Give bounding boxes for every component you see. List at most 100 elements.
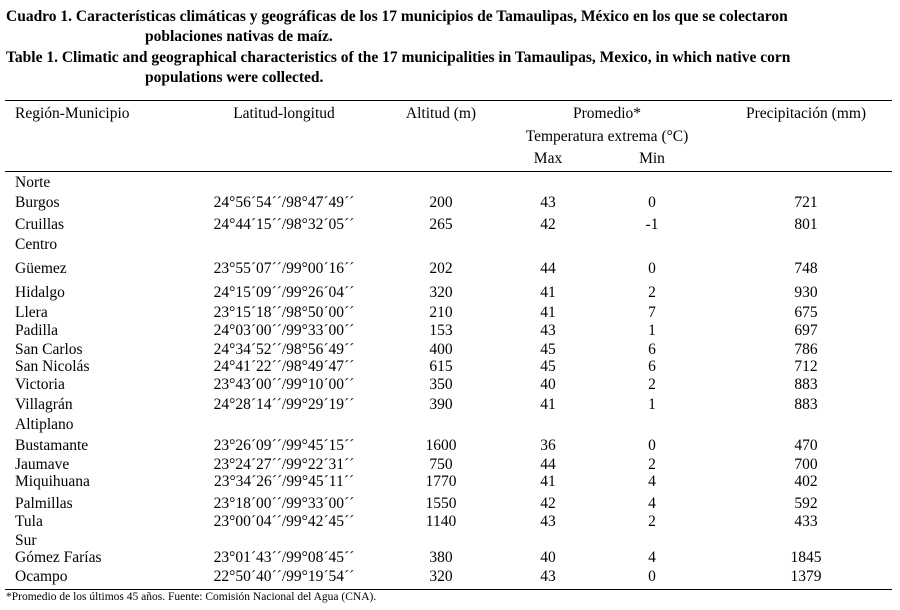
cell-alt: 615	[429, 358, 453, 375]
cell-max: 41	[540, 284, 556, 301]
region-label: Altiplano	[15, 416, 74, 433]
cell-precip: 470	[794, 437, 818, 454]
cell-max: 41	[540, 304, 556, 321]
cell-name: Güemez	[15, 260, 67, 277]
cell-max: 43	[540, 568, 556, 585]
cell-min: 0	[648, 260, 656, 277]
cell-precip: 700	[794, 456, 818, 473]
cell-name: Miquihuana	[15, 473, 90, 490]
table-top-rule	[5, 100, 892, 101]
cell-latlong: 23°18´00´´/99°33´00´´	[213, 495, 355, 512]
cell-name: Bustamante	[15, 437, 89, 454]
cell-min: 4	[648, 549, 656, 566]
region-label: Centro	[15, 236, 58, 253]
cell-latlong: 23°34´26´´/99°45´11´´	[213, 473, 355, 490]
cell-max: 41	[540, 473, 556, 490]
cell-max: 42	[540, 216, 556, 233]
cell-precip: 801	[794, 216, 818, 233]
cell-latlong: 24°41´22´´/98°49´47´´	[213, 358, 355, 375]
cell-latlong: 22°50´40´´/99°19´54´´	[213, 568, 355, 585]
cell-name: Hidalgo	[15, 284, 65, 301]
cell-min: 6	[648, 341, 656, 358]
cell-max: 44	[540, 260, 556, 277]
cell-name: Victoria	[15, 376, 65, 393]
cell-alt: 400	[429, 341, 453, 358]
cell-min: 0	[648, 437, 656, 454]
cell-alt: 265	[429, 216, 453, 233]
cell-max: 43	[540, 513, 556, 530]
caption-es-line1: Cuadro 1. Características climáticas y g…	[6, 8, 788, 25]
cell-precip: 1379	[790, 568, 822, 585]
cell-precip: 433	[794, 513, 818, 530]
cell-alt: 380	[429, 549, 453, 566]
cell-min: 7	[648, 304, 656, 321]
cell-name: Padilla	[15, 322, 59, 339]
header-region: Región-Municipio	[15, 105, 130, 122]
cell-max: 43	[540, 194, 556, 211]
cell-max: 43	[540, 322, 556, 339]
caption-en-line1: Table 1. Climatic and geographical chara…	[6, 49, 791, 66]
cell-precip: 748	[794, 260, 818, 277]
cell-min: 2	[648, 376, 656, 393]
cell-max: 42	[540, 495, 556, 512]
cell-alt: 750	[429, 456, 453, 473]
cell-latlong: 23°43´00´´/99°10´00´´	[213, 376, 355, 393]
cell-latlong: 24°34´52´´/98°56´49´´	[213, 341, 355, 358]
cell-latlong: 24°44´15´´/98°32´05´´	[213, 216, 355, 233]
cell-precip: 883	[794, 376, 818, 393]
cell-precip: 402	[794, 473, 818, 490]
cell-min: 2	[648, 513, 656, 530]
cell-alt: 1140	[425, 513, 457, 530]
region-label: Sur	[15, 532, 37, 549]
cell-alt: 153	[429, 322, 453, 339]
header-max: Max	[533, 150, 563, 167]
header-promedio: Promedio*	[572, 105, 642, 122]
cell-alt: 390	[429, 396, 453, 413]
cell-name: Jaumave	[15, 456, 70, 473]
cell-min: 4	[648, 495, 656, 512]
cell-precip: 697	[794, 322, 818, 339]
cell-name: San Nicolás	[15, 358, 90, 375]
cell-alt: 1600	[425, 437, 457, 454]
cell-alt: 1770	[425, 473, 457, 490]
cell-alt: 350	[429, 376, 453, 393]
cell-name: Ocampo	[15, 568, 68, 585]
cell-min: 1	[648, 322, 656, 339]
cell-latlong: 23°55´07´´/99°00´16´´	[213, 260, 355, 277]
cell-precip: 1845	[790, 549, 822, 566]
cell-precip: 712	[794, 358, 818, 375]
cell-alt: 200	[429, 194, 453, 211]
cell-alt: 320	[429, 284, 453, 301]
cell-max: 41	[540, 396, 556, 413]
cell-min: 2	[648, 456, 656, 473]
cell-name: Palmillas	[15, 495, 73, 512]
cell-precip: 786	[794, 341, 818, 358]
cell-max: 44	[540, 456, 556, 473]
cell-max: 40	[540, 549, 556, 566]
cell-name: Llera	[15, 304, 48, 321]
cell-max: 36	[540, 437, 556, 454]
cell-latlong: 24°28´14´´/99°29´19´´	[213, 396, 355, 413]
header-altitude: Altitud (m)	[405, 105, 477, 122]
cell-latlong: 24°56´54´´/98°47´49´´	[213, 194, 355, 211]
cell-precip: 675	[794, 304, 818, 321]
cell-min: 0	[648, 568, 656, 585]
cell-name: San Carlos	[15, 341, 83, 358]
header-min: Min	[639, 150, 665, 167]
table-bottom-rule	[5, 589, 892, 590]
cell-latlong: 23°24´27´´/99°22´31´´	[213, 456, 355, 473]
cell-name: Villagrán	[15, 396, 73, 413]
cell-latlong: 23°01´43´´/99°08´45´´	[213, 549, 355, 566]
cell-max: 45	[540, 341, 556, 358]
header-precip: Precipitación (mm)	[745, 105, 867, 122]
header-rule	[5, 171, 892, 172]
cell-name: Tula	[15, 513, 43, 530]
cell-alt: 320	[429, 568, 453, 585]
cell-alt: 1550	[425, 495, 457, 512]
cell-min: 4	[648, 473, 656, 490]
cell-precip: 930	[794, 284, 818, 301]
cell-latlong: 23°00´04´´/99°42´45´´	[213, 513, 355, 530]
cell-min: -1	[645, 216, 659, 233]
caption-es-line2: poblaciones nativas de maíz.	[145, 28, 333, 45]
